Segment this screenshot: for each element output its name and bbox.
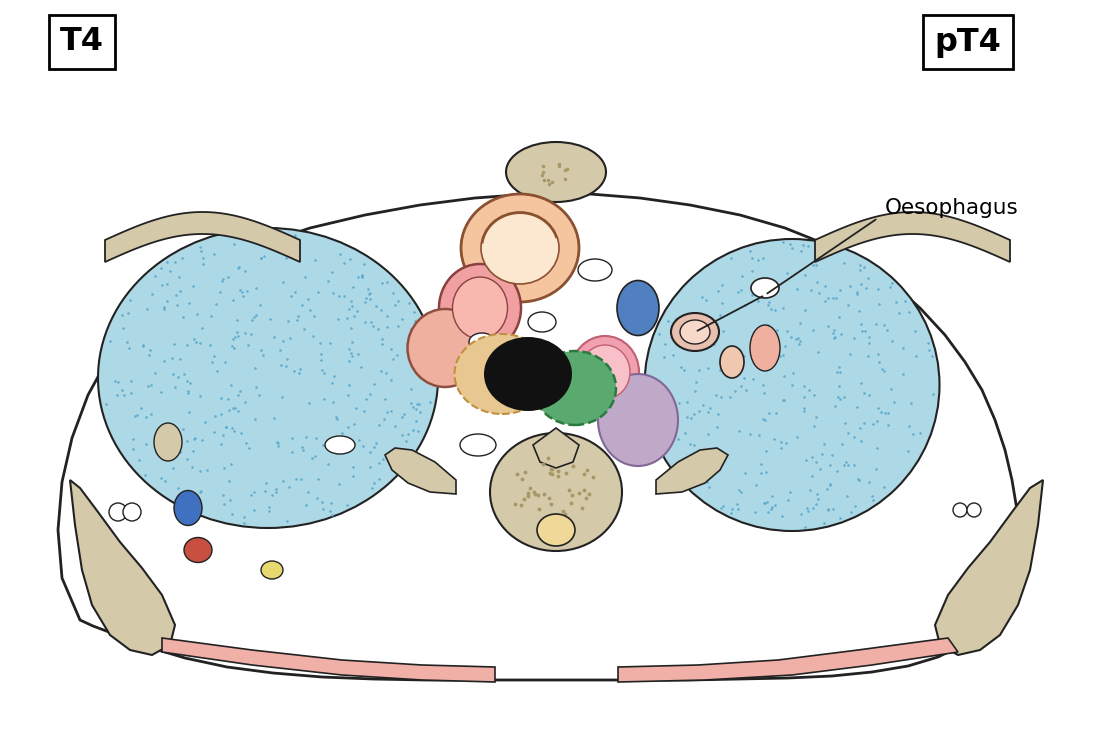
Polygon shape <box>935 480 1043 655</box>
Polygon shape <box>510 350 570 405</box>
Polygon shape <box>105 212 301 262</box>
Polygon shape <box>162 638 495 682</box>
Ellipse shape <box>325 436 355 454</box>
Ellipse shape <box>720 346 743 378</box>
Polygon shape <box>385 448 456 494</box>
Ellipse shape <box>154 423 183 461</box>
Ellipse shape <box>751 278 779 298</box>
Text: pT4: pT4 <box>935 27 1002 57</box>
Ellipse shape <box>490 433 622 551</box>
Polygon shape <box>70 480 175 655</box>
Polygon shape <box>58 193 1018 680</box>
Ellipse shape <box>644 239 939 531</box>
Ellipse shape <box>580 345 630 399</box>
Ellipse shape <box>571 336 639 408</box>
Ellipse shape <box>439 264 521 352</box>
Ellipse shape <box>407 309 483 387</box>
Ellipse shape <box>506 142 605 202</box>
Circle shape <box>124 503 141 521</box>
Ellipse shape <box>598 374 678 466</box>
Polygon shape <box>533 428 579 468</box>
Text: T4: T4 <box>60 27 104 57</box>
Ellipse shape <box>750 325 780 371</box>
Ellipse shape <box>528 312 556 332</box>
Ellipse shape <box>262 561 283 579</box>
Ellipse shape <box>536 514 575 546</box>
Ellipse shape <box>534 351 615 425</box>
Ellipse shape <box>453 277 508 339</box>
Circle shape <box>953 503 967 517</box>
Ellipse shape <box>454 334 550 414</box>
Polygon shape <box>656 448 728 494</box>
Polygon shape <box>618 638 958 682</box>
Text: Oesophagus: Oesophagus <box>885 198 1018 218</box>
Ellipse shape <box>469 333 495 351</box>
Ellipse shape <box>174 491 201 525</box>
Circle shape <box>967 503 981 517</box>
Ellipse shape <box>184 538 211 562</box>
Ellipse shape <box>461 194 579 302</box>
Polygon shape <box>815 212 1009 262</box>
Circle shape <box>109 503 127 521</box>
Ellipse shape <box>617 280 659 336</box>
Ellipse shape <box>578 259 612 281</box>
Ellipse shape <box>460 434 496 456</box>
Ellipse shape <box>484 337 572 411</box>
Ellipse shape <box>98 228 439 528</box>
Ellipse shape <box>680 320 710 344</box>
Ellipse shape <box>481 212 559 284</box>
Ellipse shape <box>671 313 719 351</box>
Polygon shape <box>505 348 538 370</box>
